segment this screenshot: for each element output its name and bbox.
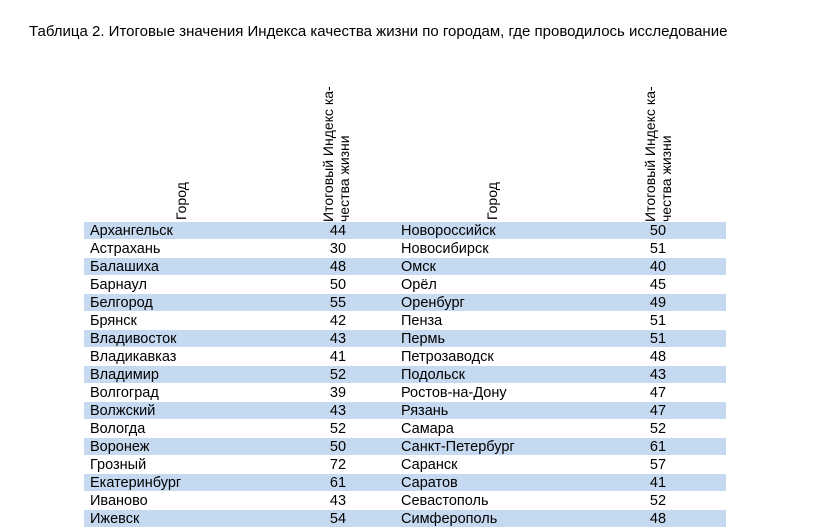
index-left-cell: 61 [329, 475, 347, 491]
city-right-cell: Омск [401, 259, 436, 275]
city-right-cell: Самара [401, 421, 454, 437]
city-left-cell: Барнаул [90, 277, 147, 293]
city-left-cell: Грозный [90, 457, 147, 473]
index-left-cell: 50 [329, 439, 347, 455]
table-row: Ижевск 54 Симферополь 48 [84, 510, 726, 528]
city-right-cell: Оренбург [401, 295, 465, 311]
city-left-cell: Иваново [90, 493, 148, 509]
index-right-cell: 57 [649, 457, 667, 473]
index-left-cell: 48 [329, 259, 347, 275]
city-right-cell: Ростов-на-Дону [401, 385, 507, 401]
index-right-cell: 47 [649, 403, 667, 419]
city-index-table: Архангельск 44 Новороссийск 50 Астрахань 30 Но… [84, 222, 726, 528]
city-right-cell: Петрозаводск [401, 349, 494, 365]
index-left-cell: 44 [329, 223, 347, 239]
city-right-cell: Симферополь [401, 511, 498, 527]
index-left-cell: 43 [329, 493, 347, 509]
city-right-cell: Рязань [401, 403, 449, 419]
city-right-cell: Орёл [401, 277, 437, 293]
index-right-cell: 45 [649, 277, 667, 293]
index-right-cell: 51 [649, 313, 667, 329]
table-caption: Таблица 2. Итоговые значения Индекса кач… [29, 23, 728, 40]
city-left-cell: Архангельск [90, 223, 173, 239]
table-row: Воронеж 50 Санкт-Петербург 61 [84, 438, 726, 456]
index-right-cell: 50 [649, 223, 667, 239]
city-left-cell: Ижевск [90, 511, 140, 527]
city-right-cell: Новороссийск [401, 223, 496, 239]
index-left-cell: 42 [329, 313, 347, 329]
city-left-cell: Волгоград [90, 385, 159, 401]
index-right-cell: 48 [649, 511, 667, 527]
index-right-cell: 48 [649, 349, 667, 365]
city-right-cell: Санкт-Петербург [401, 439, 515, 455]
city-left-cell: Белгород [90, 295, 153, 311]
city-right-cell: Новосибирск [401, 241, 489, 257]
index-right-cell: 51 [649, 331, 667, 347]
table-row: Брянск 42 Пенза 51 [84, 312, 726, 330]
index-left-cell: 55 [329, 295, 347, 311]
index-left-cell: 30 [329, 241, 347, 257]
table-row: Иваново 43 Севастополь 52 [84, 492, 726, 510]
city-left-cell: Волжский [90, 403, 156, 419]
city-right-cell: Севастополь [401, 493, 489, 509]
table-row: Владимир 52 Подольск 43 [84, 366, 726, 384]
city-left-cell: Брянск [90, 313, 137, 329]
city-left-cell: Владикавказ [90, 349, 177, 365]
city-right-cell: Саранск [401, 457, 458, 473]
index-right-cell: 41 [649, 475, 667, 491]
table-row: Грозный 72 Саранск 57 [84, 456, 726, 474]
header-city-right: Город [484, 182, 500, 220]
city-left-cell: Балашиха [90, 259, 159, 275]
index-left-cell: 39 [329, 385, 347, 401]
header-index-right: Итоговый Индекс ка-чества жизни [642, 86, 674, 222]
index-right-cell: 47 [649, 385, 667, 401]
city-left-cell: Воронеж [90, 439, 150, 455]
index-left-cell: 43 [329, 403, 347, 419]
city-right-cell: Пенза [401, 313, 443, 329]
index-right-cell: 61 [649, 439, 667, 455]
index-left-cell: 41 [329, 349, 347, 365]
header-index-left: Итоговый Индекс ка-чества жизни [320, 86, 352, 222]
header-city-left: Город [173, 182, 189, 220]
index-right-cell: 51 [649, 241, 667, 257]
city-right-cell: Саратов [401, 475, 458, 491]
index-right-cell: 49 [649, 295, 667, 311]
city-left-cell: Вологда [90, 421, 146, 437]
city-left-cell: Екатеринбург [90, 475, 182, 491]
index-left-cell: 50 [329, 277, 347, 293]
table-row: Екатеринбург 61 Саратов 41 [84, 474, 726, 492]
table-row: Волгоград 39 Ростов-на-Дону 47 [84, 384, 726, 402]
index-left-cell: 52 [329, 421, 347, 437]
index-left-cell: 54 [329, 511, 347, 527]
index-right-cell: 40 [649, 259, 667, 275]
index-right-cell: 43 [649, 367, 667, 383]
city-right-cell: Пермь [401, 331, 446, 347]
table-row: Архангельск 44 Новороссийск 50 [84, 222, 726, 240]
table-row: Балашиха 48 Омск 40 [84, 258, 726, 276]
index-left-cell: 72 [329, 457, 347, 473]
index-left-cell: 52 [329, 367, 347, 383]
table-row: Владивосток 43 Пермь 51 [84, 330, 726, 348]
city-left-cell: Владимир [90, 367, 159, 383]
table-row: Владикавказ 41 Петрозаводск 48 [84, 348, 726, 366]
index-left-cell: 43 [329, 331, 347, 347]
table-row: Вологда 52 Самара 52 [84, 420, 726, 438]
city-right-cell: Подольск [401, 367, 465, 383]
table-row: Белгород 55 Оренбург 49 [84, 294, 726, 312]
index-right-cell: 52 [649, 493, 667, 509]
index-right-cell: 52 [649, 421, 667, 437]
table-row: Астрахань 30 Новосибирск 51 [84, 240, 726, 258]
table-row: Барнаул 50 Орёл 45 [84, 276, 726, 294]
table-row: Волжский 43 Рязань 47 [84, 402, 726, 420]
city-left-cell: Астрахань [90, 241, 161, 257]
city-left-cell: Владивосток [90, 331, 177, 347]
